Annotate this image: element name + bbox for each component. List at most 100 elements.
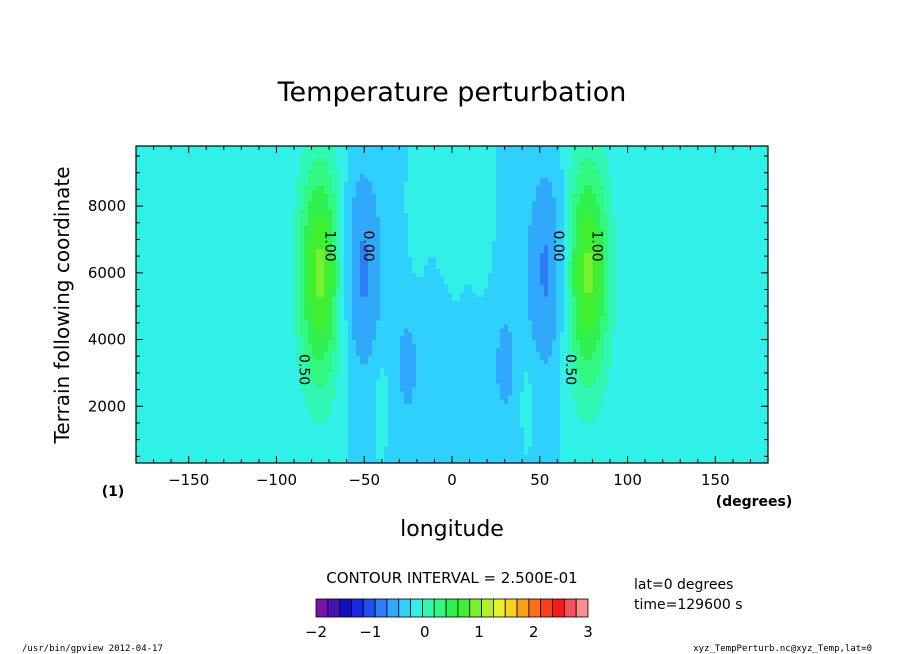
- field-cell: [596, 296, 605, 301]
- field-cell: [340, 256, 345, 262]
- field-cell: [540, 256, 549, 262]
- field-cell: [368, 245, 381, 250]
- field-cell: [608, 229, 617, 234]
- field-cell: [576, 300, 581, 305]
- field-cell: [312, 375, 329, 381]
- field-cell: [528, 252, 541, 258]
- field-cell: [340, 233, 345, 238]
- field-cell: [380, 296, 453, 301]
- field-cell: [600, 213, 609, 218]
- field-cell: [560, 459, 768, 463]
- field-cell: [388, 439, 525, 444]
- field-cell: [356, 344, 373, 349]
- field-cell: [340, 245, 345, 250]
- field-cell: [292, 328, 301, 333]
- field-cell: [564, 316, 569, 321]
- field-cell: [376, 439, 389, 444]
- field-cell: [340, 205, 345, 210]
- field-cell: [328, 205, 337, 210]
- field-cell: [556, 241, 565, 246]
- field-cell: [292, 260, 301, 266]
- field-cell: [496, 173, 565, 179]
- field-cell: [408, 165, 497, 171]
- field-cell: [376, 395, 389, 400]
- field-cell: [408, 221, 497, 226]
- field-cell: [608, 383, 768, 389]
- field-cell: [548, 264, 557, 270]
- field-cell: [568, 284, 573, 290]
- field-cell: [300, 173, 309, 179]
- field-cell: [572, 153, 605, 159]
- field-cell: [528, 288, 545, 294]
- field-cell: [340, 249, 345, 254]
- field-cell: [572, 217, 577, 222]
- field-cell: [540, 352, 553, 357]
- field-cell: [336, 395, 349, 400]
- field-cell: [388, 395, 405, 400]
- field-cell: [324, 328, 333, 333]
- field-cell: [584, 280, 593, 286]
- field-cell: [336, 312, 341, 317]
- field-cell: [332, 316, 337, 321]
- field-cell: [608, 217, 617, 222]
- field-cell: [352, 237, 381, 242]
- field-cell: [300, 268, 305, 274]
- field-cell: [348, 419, 377, 424]
- field-cell: [332, 403, 349, 408]
- field-cell: [604, 252, 609, 258]
- field-cell: [332, 367, 341, 373]
- field-cell: [344, 280, 353, 286]
- field-cell: [344, 221, 353, 226]
- field-cell: [536, 197, 557, 202]
- colorbar-tick-labels: −2 −1 0 1 2 3: [305, 623, 593, 641]
- field-cell: [528, 308, 557, 313]
- field-cell: [568, 292, 573, 297]
- field-cell: [596, 245, 605, 250]
- field-cell: [600, 173, 609, 179]
- field-cell: [376, 455, 385, 460]
- field-cell: [408, 173, 497, 179]
- field-cell: [576, 308, 581, 313]
- field-cell: [332, 324, 337, 329]
- field-cell: [564, 328, 569, 333]
- field-cell: [560, 391, 573, 397]
- field-cell: [300, 375, 313, 381]
- field-cell: [568, 356, 577, 361]
- field-cell: [564, 233, 569, 238]
- field-cell: [564, 249, 569, 254]
- field-cell: [592, 189, 605, 194]
- field-cell: [524, 447, 529, 452]
- field-cell: [608, 169, 768, 175]
- field-cell: [576, 367, 601, 373]
- field-cell: [384, 455, 561, 460]
- field-cell: [368, 177, 409, 183]
- field-cell: [576, 363, 601, 369]
- field-cell: [496, 193, 537, 198]
- field-cell: [292, 225, 301, 230]
- field-cell: [572, 237, 577, 242]
- field-cell: [336, 252, 341, 258]
- field-cell: [592, 419, 768, 424]
- field-cell: [496, 359, 513, 365]
- field-cell: [572, 260, 577, 266]
- field-cell: [416, 359, 497, 365]
- field-cell: [600, 272, 605, 278]
- field-cell: [496, 363, 513, 369]
- field-cell: [556, 201, 565, 206]
- field-cell: [616, 221, 768, 226]
- field-cell: [136, 344, 297, 349]
- field-cell: [520, 407, 533, 412]
- field-cell: [604, 348, 613, 353]
- field-cell: [416, 348, 497, 353]
- field-cell: [336, 300, 341, 305]
- field-cell: [328, 344, 337, 349]
- field-cell: [376, 320, 533, 325]
- field-cell: [304, 149, 337, 155]
- field-cell: [304, 391, 337, 397]
- field-cell: [336, 217, 341, 222]
- field-cell: [616, 217, 768, 222]
- field-cell: [348, 340, 357, 345]
- field-cell: [564, 213, 569, 218]
- field-cell: [332, 209, 337, 214]
- field-cell: [300, 221, 309, 226]
